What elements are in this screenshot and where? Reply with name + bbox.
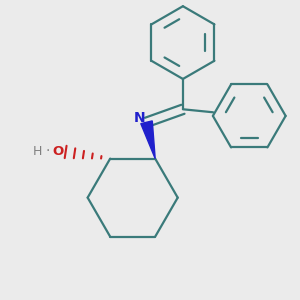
Text: H: H bbox=[32, 145, 42, 158]
Text: N: N bbox=[134, 111, 146, 125]
Text: O: O bbox=[52, 145, 64, 158]
Polygon shape bbox=[141, 121, 155, 159]
Text: ·: · bbox=[45, 144, 50, 158]
